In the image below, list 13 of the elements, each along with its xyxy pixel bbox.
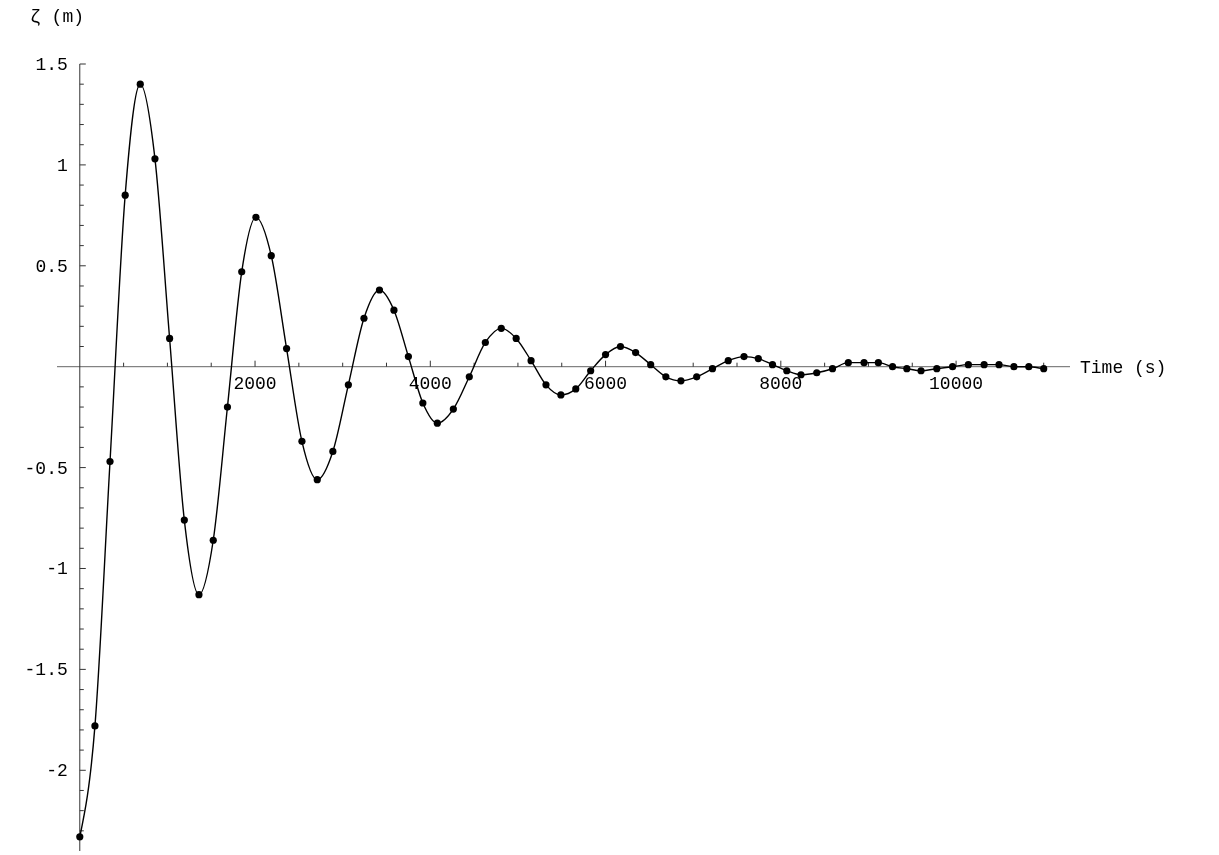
y-axis-title: ζ (m) xyxy=(30,7,85,27)
x-axis-title: Time (s) xyxy=(1080,357,1167,378)
y-tick-label: -2 xyxy=(46,761,68,782)
x-tick-label: 6000 xyxy=(583,373,628,394)
y-tick-label: 1.5 xyxy=(35,55,68,75)
y-tick-label: -0.5 xyxy=(24,458,68,479)
y-tick-label: 0.5 xyxy=(35,256,68,277)
x-tick-label: 8000 xyxy=(759,373,803,394)
y-tick-label: -1.5 xyxy=(24,660,68,681)
y-tick-label: 1 xyxy=(56,155,68,176)
x-tick-label: 10000 xyxy=(929,373,984,394)
y-tick-label: -1 xyxy=(46,559,68,580)
x-tick-label: 2000 xyxy=(233,373,277,394)
